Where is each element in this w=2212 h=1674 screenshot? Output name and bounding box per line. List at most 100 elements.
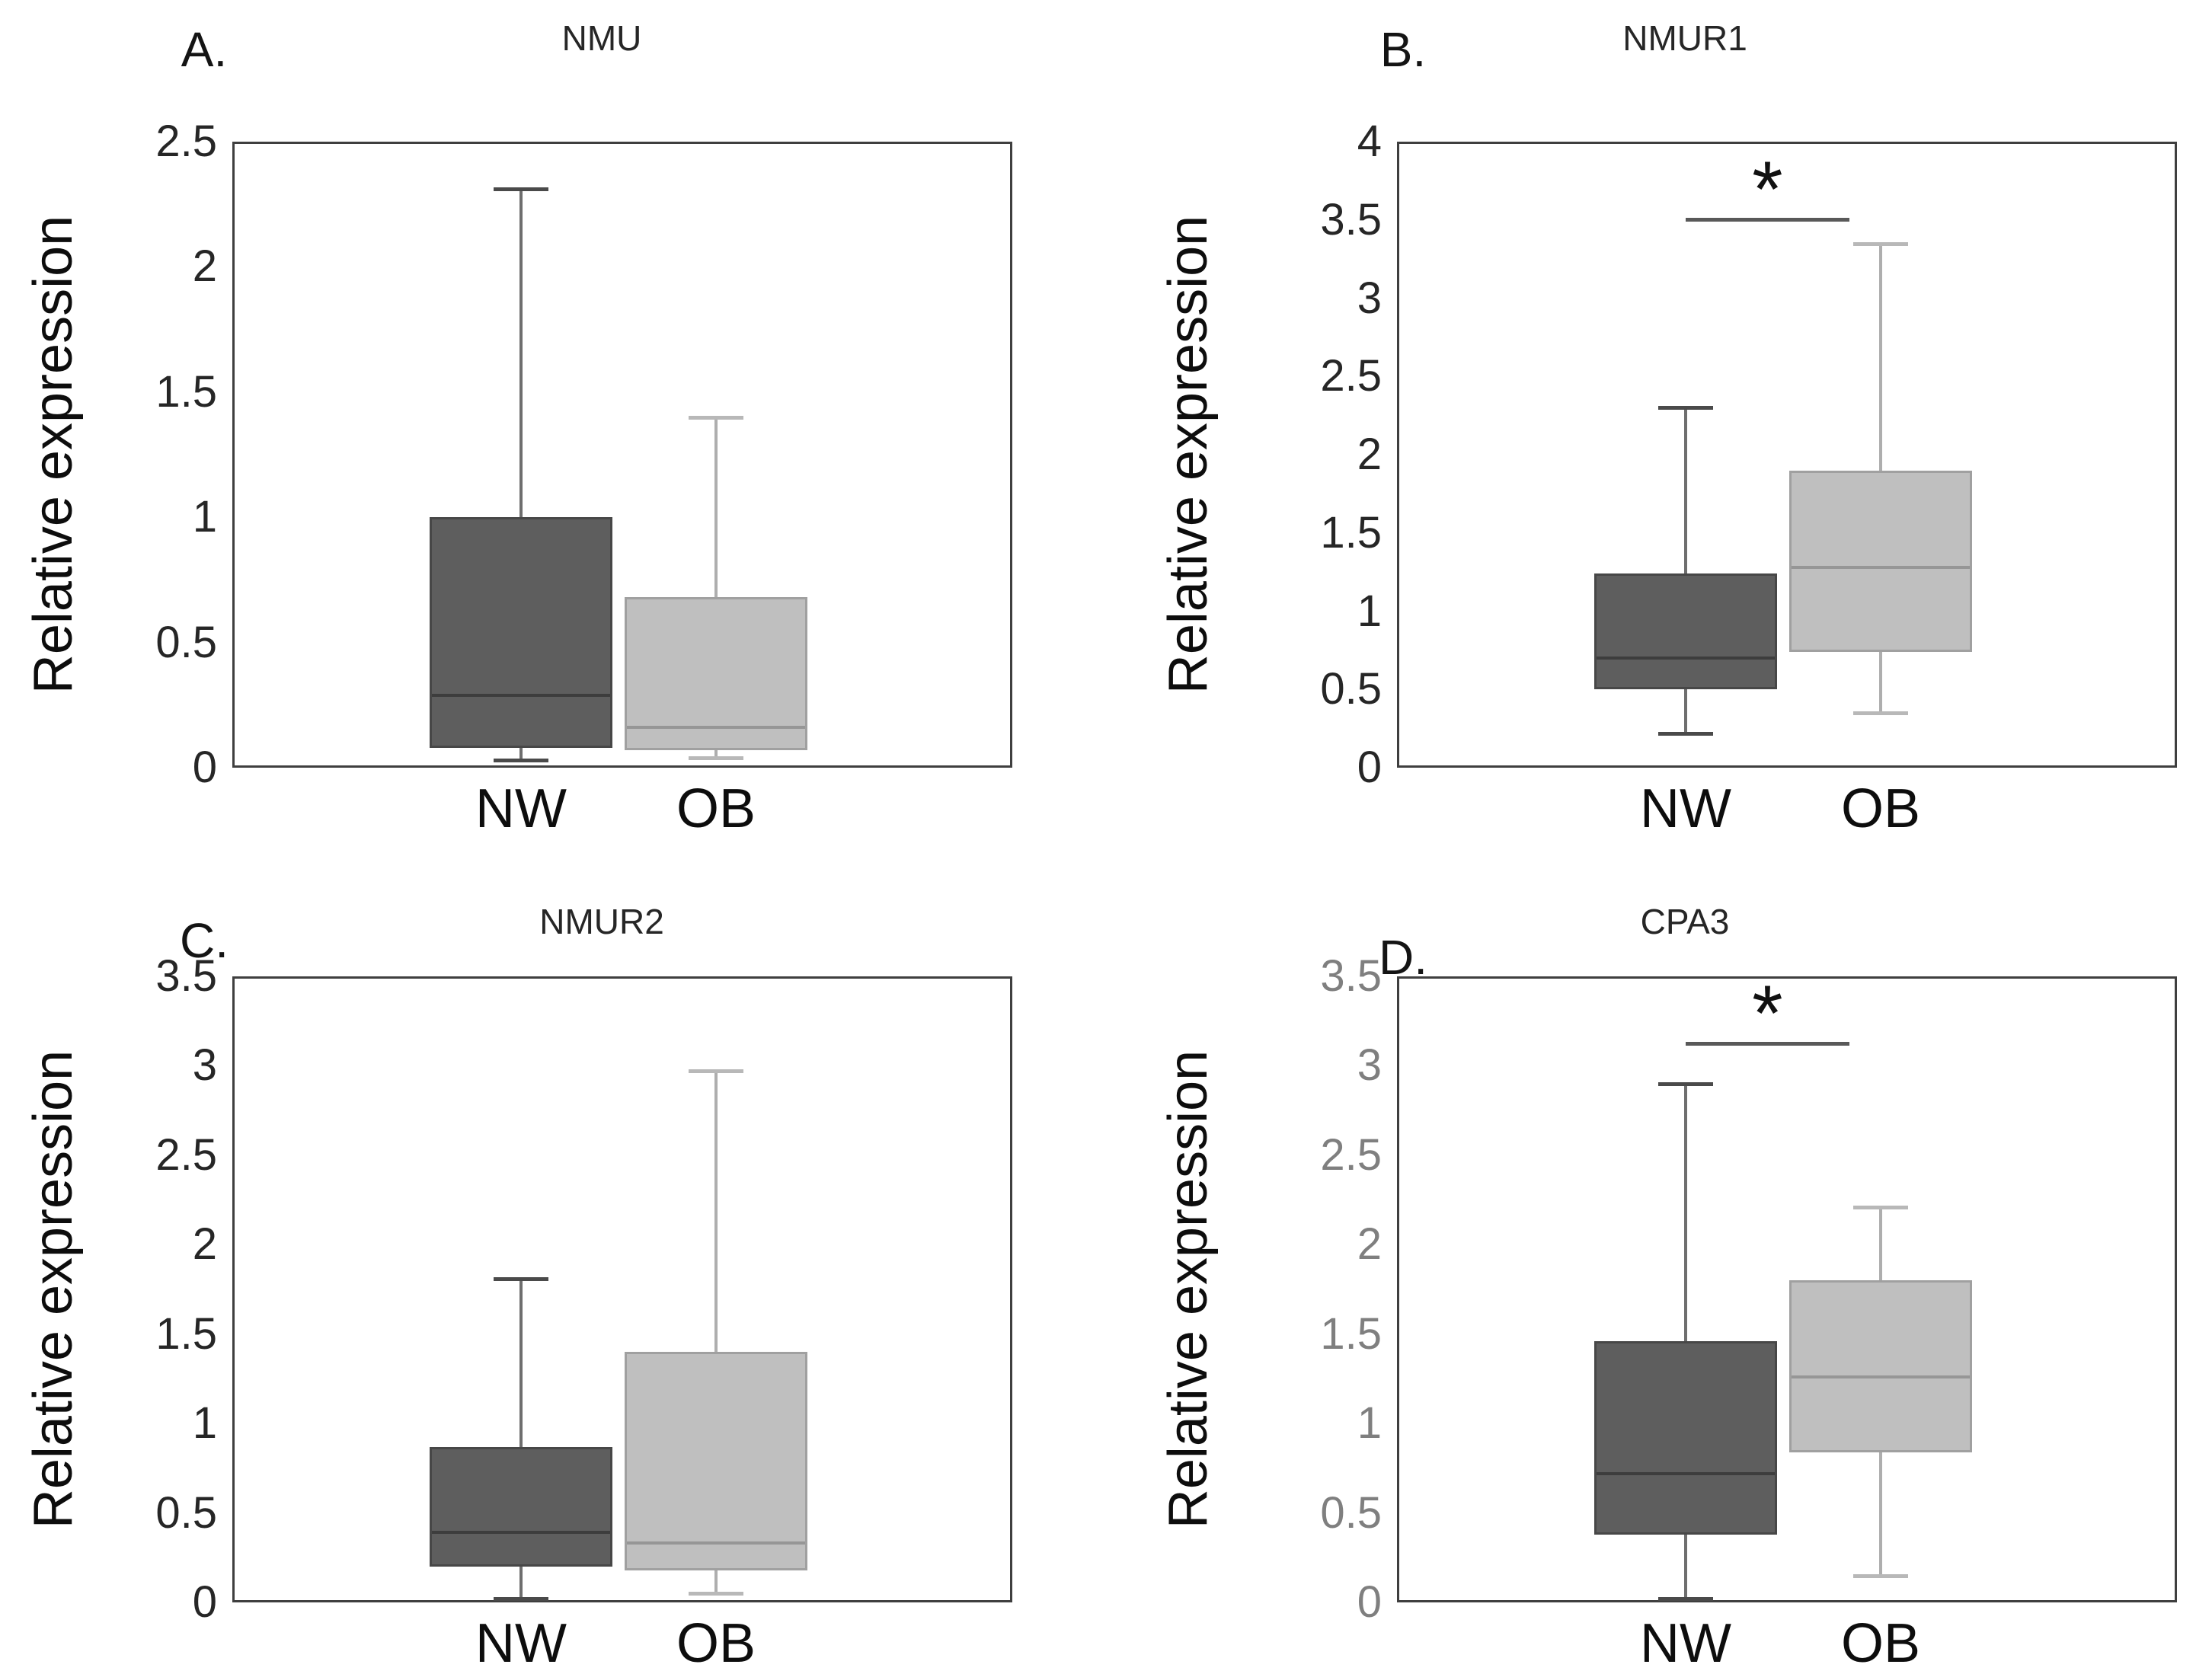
box-ob [1788,470,1973,652]
median-line [1596,1471,1776,1475]
y-axis-label: Relative expression [23,215,84,695]
plot-frame [1397,142,2177,768]
whisker-line [714,417,718,758]
y-tick-label: 0.5 [1320,664,1382,714]
panel-letter: A. [181,22,228,77]
y-tick-label: 3 [1357,273,1382,323]
median-line [431,1531,611,1535]
y-tick-label: 2.5 [155,1129,217,1180]
whisker-cap-bottom [1657,1597,1713,1602]
y-tick-label: 2 [1357,430,1382,479]
plot-frame [232,976,1012,1602]
significance-bar [1685,217,1849,222]
whisker-cap-top [1852,241,1908,246]
box-nw [429,1446,613,1567]
whisker-line [714,1071,718,1594]
y-tick-label: 0.5 [155,1487,217,1538]
median-line [431,693,611,697]
box-nw [1593,1341,1778,1535]
panel-c-nmur2: C. NMUR2 Relative expression NW OB 0 0.5 1… [0,835,1106,1674]
y-tick-label: 3.5 [155,951,217,1001]
x-category-label-nw: NW [1640,1613,1731,1674]
y-tick-label: 0 [1357,1577,1382,1627]
box-ob [624,597,808,750]
whisker-cap-top [493,1276,548,1281]
median-line [626,1541,806,1545]
box-ob [624,1352,808,1570]
y-tick-label: 0 [192,743,217,792]
y-tick-label: 1 [192,492,217,542]
x-category-label-ob: OB [1840,1613,1921,1674]
chart-title: NMUR2 [539,902,664,941]
whisker-cap-top [688,415,743,420]
x-category-label-nw: NW [475,778,567,839]
whisker-cap-bottom [493,759,548,763]
significance-asterisk: * [1752,145,1783,234]
significance-bar [1685,1042,1849,1046]
y-tick-label: 2.5 [1320,1129,1382,1180]
whisker-cap-bottom [493,1597,548,1602]
x-category-label-nw: NW [475,1613,567,1674]
panel-b-nmur1: B. NMUR1 Relative expression NW OB 0 0.5 1… [1106,0,2212,839]
y-tick-label: 0 [192,1577,217,1627]
panel-d-cpa3: D. CPA3 Relative expression NW OB 0 0.5 1 1… [1106,835,2212,1674]
plot-frame [1397,976,2177,1602]
whisker-cap-bottom [688,756,743,760]
box-ob [1788,1280,1973,1452]
y-tick-label: 3.5 [1320,951,1382,1001]
y-tick-label: 2 [192,1219,217,1270]
y-tick-label: 1 [1357,1398,1382,1449]
panel-letter: B. [1379,22,1427,77]
y-tick-label: 0.5 [155,617,217,667]
whisker-line [519,189,523,761]
median-line [1596,657,1776,660]
whisker-line [1683,407,1687,733]
whisker-cap-top [1657,1081,1713,1086]
median-line [1791,1375,1971,1379]
significance-asterisk: * [1752,970,1783,1059]
panel-letter: C. [180,913,229,968]
plot-frame [232,142,1012,768]
box-nw [1593,573,1778,690]
y-tick-label: 1.5 [155,366,217,417]
y-tick-label: 1.5 [1320,1308,1382,1359]
y-tick-label: 0.5 [1320,1487,1382,1538]
y-axis-label: Relative expression [1158,215,1219,695]
y-axis-label: Relative expression [1158,1049,1219,1529]
y-tick-label: 3.5 [1320,194,1382,244]
y-tick-label: 2 [1357,1219,1382,1270]
whisker-line [519,1278,523,1599]
x-category-label-nw: NW [1640,778,1731,839]
median-line [1791,565,1971,569]
whisker-cap-bottom [688,1592,743,1596]
whisker-cap-bottom [1657,731,1713,736]
whisker-cap-top [493,187,548,192]
whisker-cap-top [688,1069,743,1074]
whisker-cap-bottom [1852,711,1908,716]
box-nw [429,517,613,748]
chart-title: NMUR1 [1622,18,1747,58]
y-axis-label: Relative expression [23,1049,84,1529]
x-category-label-ob: OB [1840,778,1921,839]
y-tick-label: 0 [1357,743,1382,792]
panel-letter: D. [1379,930,1427,985]
y-tick-label: 1 [192,1398,217,1449]
y-tick-label: 1.5 [1320,507,1382,557]
y-tick-label: 1 [1357,586,1382,636]
y-tick-label: 3 [1357,1040,1382,1091]
y-tick-label: 1.5 [155,1308,217,1359]
whisker-cap-bottom [1852,1573,1908,1578]
median-line [626,726,806,730]
y-tick-label: 2.5 [1320,351,1382,401]
y-tick-label: 2.5 [155,117,217,166]
y-tick-label: 2 [192,241,217,292]
y-tick-label: 4 [1357,117,1382,166]
chart-title: NMU [561,18,642,58]
whisker-cap-top [1852,1205,1908,1209]
whisker-cap-top [1657,406,1713,411]
chart-title: CPA3 [1640,902,1730,941]
x-category-label-ob: OB [676,1613,756,1674]
x-category-label-ob: OB [676,778,756,839]
y-tick-label: 3 [192,1040,217,1091]
